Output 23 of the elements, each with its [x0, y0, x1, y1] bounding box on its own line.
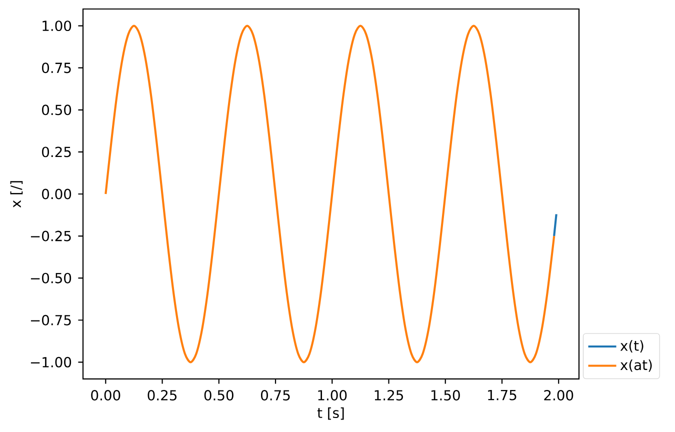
- x-tick-label: 0.00: [91, 390, 120, 400]
- y-tick-label: −1.00: [30, 356, 72, 368]
- x-tick-label: 1.50: [431, 390, 460, 400]
- legend-label: x(at): [620, 359, 652, 372]
- legend-label: x(t): [620, 340, 644, 353]
- x-tick-label: 0.75: [260, 390, 290, 400]
- x-axis-title: t [s]: [317, 407, 344, 420]
- y-tick-label: 0.25: [42, 146, 71, 158]
- y-tick-label: −0.25: [30, 230, 71, 242]
- y-tick-label: 0.00: [42, 188, 72, 200]
- x-tick-label: 1.25: [374, 390, 403, 400]
- x-tick-label: 1.75: [488, 390, 516, 400]
- x-tick-label: 1.00: [318, 390, 347, 400]
- y-tick-label: −0.50: [30, 272, 72, 284]
- y-axis-title: x [/]: [10, 181, 23, 208]
- y-tick-label: 0.50: [42, 104, 72, 116]
- y-tick-label: 1.00: [42, 20, 72, 32]
- x-tick-label: 2.00: [544, 390, 574, 400]
- x-tick-label: 0.25: [148, 390, 176, 400]
- line-series: [104, 24, 556, 364]
- y-tick-label: 0.75: [42, 62, 71, 74]
- y-tick-label: −0.75: [30, 314, 71, 326]
- x-tick-label: 0.50: [204, 390, 234, 400]
